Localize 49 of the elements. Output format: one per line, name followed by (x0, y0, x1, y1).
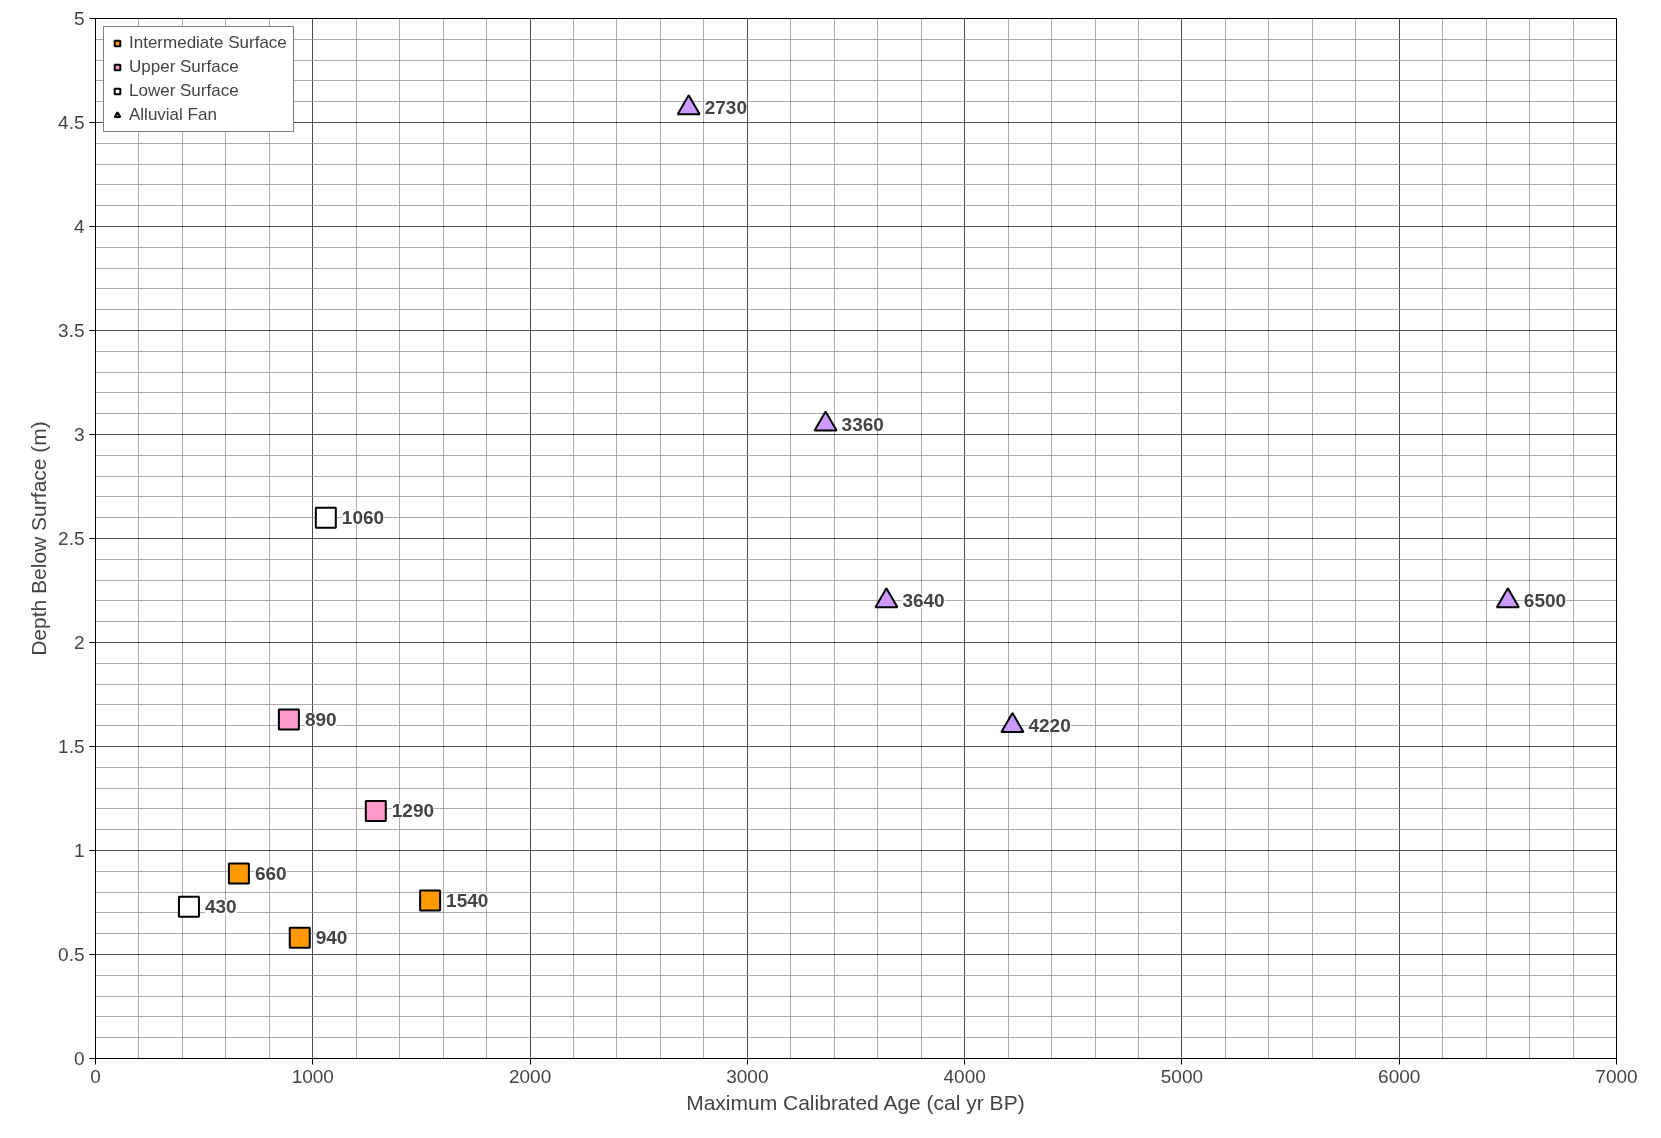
y-tick-label: 1 (73, 840, 85, 861)
y-tick-label: 3 (73, 424, 85, 445)
legend-label: Upper Surface (129, 57, 239, 77)
x-tick-label: 1000 (291, 1065, 334, 1087)
y-tick-label: 1.5 (58, 736, 85, 757)
point (419, 889, 442, 912)
point (314, 506, 337, 529)
y-tick-label: 0.5 (58, 944, 85, 965)
annotation: 940 (315, 927, 348, 949)
annotation: 1540 (446, 889, 489, 911)
x-tick-label: 6000 (1378, 1065, 1421, 1087)
annotation: 430 (204, 896, 237, 918)
x-tick-label: 3000 (726, 1065, 769, 1087)
annotation: 1290 (391, 800, 435, 822)
y-tick-label: 3.5 (58, 320, 85, 341)
annotation: 660 (254, 862, 287, 884)
y-tick-label: 0 (73, 1048, 85, 1069)
annotation: 6500 (1523, 590, 1567, 612)
point (1000, 712, 1025, 734)
y-tick-label: 4 (73, 216, 85, 237)
point (364, 799, 387, 822)
x-tick-label: 4000 (943, 1065, 986, 1087)
legend-label: Lower Surface (129, 81, 239, 101)
annotation: 1060 (341, 507, 385, 529)
y-tick-label: 2 (73, 632, 85, 653)
y-tick-label: 2.5 (58, 528, 85, 549)
x-tick-label: 2000 (508, 1065, 552, 1087)
annotation: 4220 (1028, 715, 1071, 737)
point (277, 708, 300, 731)
annotation: 2730 (704, 97, 747, 119)
annotation: 3640 (902, 590, 945, 612)
y-tick-label: 5 (73, 8, 85, 29)
legend-label: Intermediate Surface (129, 33, 287, 53)
point (288, 926, 311, 949)
point (227, 862, 250, 885)
y-axis-title: Depth Below Surface (m) (27, 421, 51, 656)
legend-label: Alluvial Fan (129, 105, 217, 125)
x-axis-title: Maximum Calibrated Age (cal yr BP) (686, 1090, 1025, 1114)
point (177, 895, 200, 918)
x-tick-label: 7000 (1595, 1065, 1638, 1087)
point (1495, 587, 1520, 609)
annotation: 890 (304, 708, 337, 730)
point (813, 410, 838, 432)
x-tick-label: 5000 (1160, 1065, 1204, 1087)
point (676, 94, 701, 116)
x-tick-label: 0 (90, 1065, 101, 1087)
point (874, 587, 899, 609)
y-tick-label: 4.5 (58, 112, 85, 133)
annotation: 3360 (841, 413, 884, 435)
